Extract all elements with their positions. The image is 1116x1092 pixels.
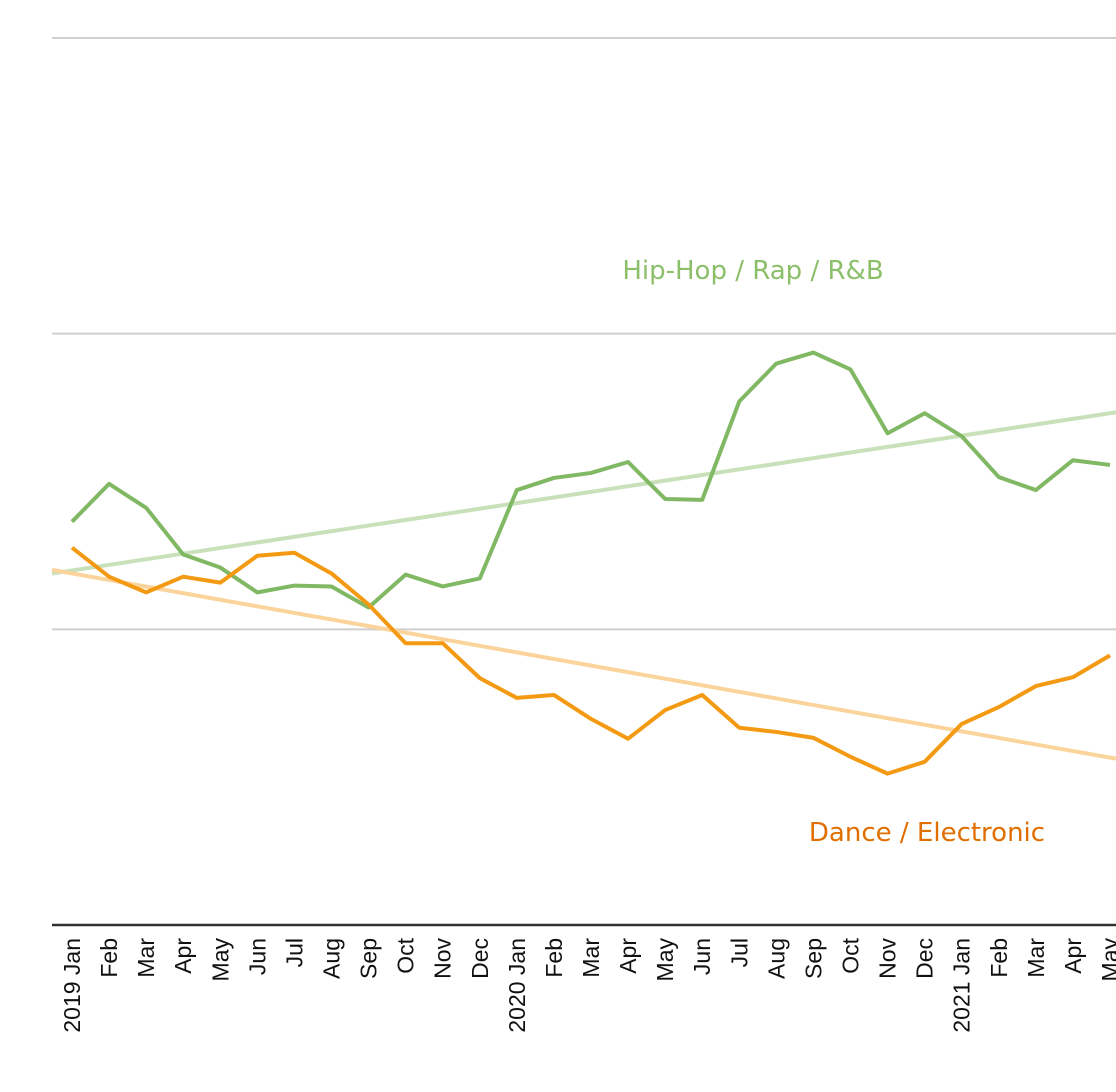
x-tick-label: Aug [319, 938, 345, 979]
x-tick-label: May [652, 938, 678, 982]
x-tick-label: Mar [578, 938, 604, 978]
series-label: Hip-Hop / Rap / R&B [622, 256, 883, 286]
x-tick-label: Jul [726, 938, 752, 967]
x-tick-label: Dec [467, 938, 493, 979]
x-tick-label: Feb [96, 938, 122, 978]
x-tick-label: Jul [281, 938, 307, 967]
trend-line [51, 410, 1116, 576]
x-tick-label: Jun [689, 938, 715, 975]
x-tick-label: Mar [133, 938, 159, 978]
x-tick-label: Nov [430, 938, 456, 979]
x-tick-label: Sep [356, 938, 382, 979]
x-tick-label: May [1097, 938, 1116, 982]
x-tick-label: Nov [875, 938, 901, 979]
x-tick-label: May [207, 938, 233, 982]
x-tick-label: Apr [615, 938, 641, 974]
x-tick-label: Apr [170, 938, 196, 974]
x-tick-label: Aug [763, 938, 789, 979]
trend-line [51, 567, 1116, 761]
x-tick-label: Oct [838, 937, 864, 973]
series-line [70, 546, 1112, 776]
x-tick-label: Sep [800, 938, 826, 979]
x-tick-label: 2021 Jan [949, 938, 975, 1033]
x-tick-label: Dec [912, 938, 938, 979]
series-line [70, 350, 1111, 610]
series-label: Dance / Electronic [809, 818, 1045, 848]
x-tick-label: Apr [1060, 938, 1086, 974]
x-tick-label: Mar [1023, 938, 1049, 978]
x-tick-label: 2019 Jan [59, 938, 85, 1033]
x-tick-label: Oct [393, 937, 419, 973]
x-tick-label: Feb [986, 938, 1012, 978]
x-tick-label: Jun [244, 938, 270, 975]
x-tick-label: Feb [541, 938, 567, 978]
x-tick-label: 2020 Jan [504, 938, 530, 1033]
